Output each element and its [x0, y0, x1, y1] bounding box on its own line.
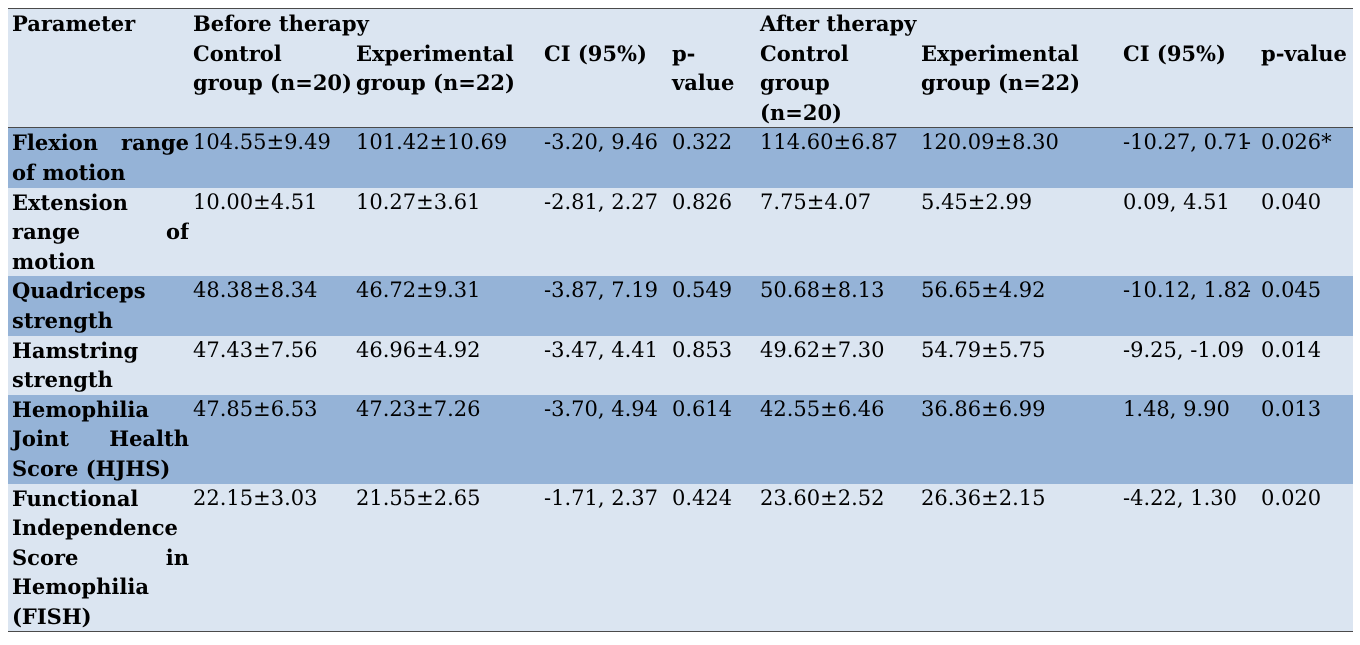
- before-ci-value: -2.81, 2.27: [540, 187, 668, 277]
- header-before-control: Control group (n=20): [189, 38, 352, 129]
- row-parameter: Quadriceps strength: [8, 276, 189, 336]
- table-body: Flexion range of motion 104.55±9.49 101.…: [8, 127, 1354, 633]
- after-ci-value: -9.25, -1.09: [1123, 337, 1245, 362]
- row-parameter: Hamstring strength: [8, 335, 189, 395]
- after-ci-value: -10.27, 0.71: [1123, 130, 1251, 155]
- after-experimental-value: 120.09±8.30: [917, 127, 1120, 188]
- before-control-value: 10.00±4.51: [189, 187, 352, 277]
- header-row-groups: Parameter Before therapy After therapy: [8, 7, 1354, 39]
- before-p-value: 0.322: [668, 127, 757, 188]
- after-ci-value: -4.22, 1.30: [1123, 485, 1237, 510]
- table-row: Hamstring strength 47.43±7.56 46.96±4.92…: [8, 335, 1354, 395]
- after-control-value: 49.62±7.30: [756, 335, 918, 395]
- before-control-value: 22.15±3.03: [189, 483, 352, 633]
- before-control-value: 48.38±8.34: [189, 276, 352, 336]
- results-table: Parameter Before therapy After therapy C…: [8, 7, 1354, 633]
- header-after-ci: CI (95%): [1119, 38, 1258, 129]
- after-experimental-value: 56.65±4.92: [917, 276, 1120, 336]
- row-parameter: Extension range of motion: [8, 187, 189, 277]
- before-experimental-value: 46.96±4.92: [352, 335, 540, 395]
- header-after-control: Control group (n=20): [756, 38, 918, 129]
- before-p-value: 0.614: [668, 394, 757, 484]
- table-row: Hemophilia Joint Health Score (HJHS) 47.…: [8, 394, 1354, 484]
- after-p-value: 0.026*: [1257, 127, 1354, 188]
- before-p-value: 0.853: [668, 335, 757, 395]
- table-row: Quadriceps strength 48.38±8.34 46.72±9.3…: [8, 276, 1354, 336]
- header-before-ci: CI (95%): [540, 38, 668, 129]
- row-parameter: Hemophilia Joint Health Score (HJHS): [8, 394, 189, 484]
- table-row: Extension range of motion 10.00±4.51 10.…: [8, 187, 1354, 277]
- header-before-therapy: Before therapy: [189, 7, 757, 39]
- table-header: Parameter Before therapy After therapy C…: [8, 7, 1354, 129]
- header-blank: [8, 38, 189, 129]
- row-parameter: Functional Independence Score in Hemophi…: [8, 483, 189, 633]
- after-ci-cell: -10.27, 0.71 -: [1119, 127, 1258, 188]
- before-control-value: 104.55±9.49: [189, 127, 352, 188]
- header-row-sub: Control group (n=20) Experimental group …: [8, 38, 1354, 129]
- before-p-value: 0.549: [668, 276, 757, 336]
- after-p-value: 0.020: [1257, 483, 1354, 633]
- before-ci-value: -3.87, 7.19: [540, 276, 668, 336]
- after-ci-dash: -: [1243, 130, 1252, 155]
- table-row: Flexion range of motion 104.55±9.49 101.…: [8, 127, 1354, 188]
- before-ci-value: -3.47, 4.41: [540, 335, 668, 395]
- before-p-value: 0.826: [668, 187, 757, 277]
- after-ci-cell: -10.12, 1.82 -: [1119, 276, 1258, 336]
- before-control-value: 47.85±6.53: [189, 394, 352, 484]
- after-p-value: 0.045: [1257, 276, 1354, 336]
- after-experimental-value: 26.36±2.15: [917, 483, 1120, 633]
- after-p-value: 0.014: [1257, 335, 1354, 395]
- header-parameter: Parameter: [8, 7, 189, 39]
- header-before-experimental: Experimental group (n=22): [352, 38, 540, 129]
- after-ci-value: 1.48, 9.90: [1123, 396, 1230, 421]
- before-experimental-value: 47.23±7.26: [352, 394, 540, 484]
- header-after-p: p-value: [1257, 38, 1354, 129]
- after-ci-cell: -9.25, -1.09: [1119, 335, 1258, 395]
- header-after-therapy: After therapy: [756, 7, 1354, 39]
- header-before-p: p-value: [668, 38, 757, 129]
- before-experimental-value: 46.72±9.31: [352, 276, 540, 336]
- after-control-value: 7.75±4.07: [756, 187, 918, 277]
- after-experimental-value: 54.79±5.75: [917, 335, 1120, 395]
- header-after-experimental: Experimental group (n=22): [917, 38, 1120, 129]
- before-experimental-value: 10.27±3.61: [352, 187, 540, 277]
- after-control-value: 42.55±6.46: [756, 394, 918, 484]
- before-ci-value: -3.70, 4.94: [540, 394, 668, 484]
- before-p-value: 0.424: [668, 483, 757, 633]
- after-ci-cell: 0.09, 4.51: [1119, 187, 1258, 277]
- before-experimental-value: 101.42±10.69: [352, 127, 540, 188]
- after-experimental-value: 5.45±2.99: [917, 187, 1120, 277]
- after-p-value: 0.040: [1257, 187, 1354, 277]
- after-experimental-value: 36.86±6.99: [917, 394, 1120, 484]
- after-ci-value: 0.09, 4.51: [1123, 189, 1230, 214]
- after-ci-cell: -4.22, 1.30: [1119, 483, 1258, 633]
- before-ci-value: -1.71, 2.37: [540, 483, 668, 633]
- after-ci-dash: -: [1243, 278, 1252, 303]
- after-control-value: 114.60±6.87: [756, 127, 918, 188]
- table-row: Functional Independence Score in Hemophi…: [8, 483, 1354, 633]
- after-control-value: 23.60±2.52: [756, 483, 918, 633]
- after-control-value: 50.68±8.13: [756, 276, 918, 336]
- after-ci-value: -10.12, 1.82: [1123, 278, 1251, 303]
- after-ci-cell: 1.48, 9.90: [1119, 394, 1258, 484]
- before-control-value: 47.43±7.56: [189, 335, 352, 395]
- after-p-value: 0.013: [1257, 394, 1354, 484]
- before-ci-value: -3.20, 9.46: [540, 127, 668, 188]
- row-parameter: Flexion range of motion: [8, 127, 189, 188]
- before-experimental-value: 21.55±2.65: [352, 483, 540, 633]
